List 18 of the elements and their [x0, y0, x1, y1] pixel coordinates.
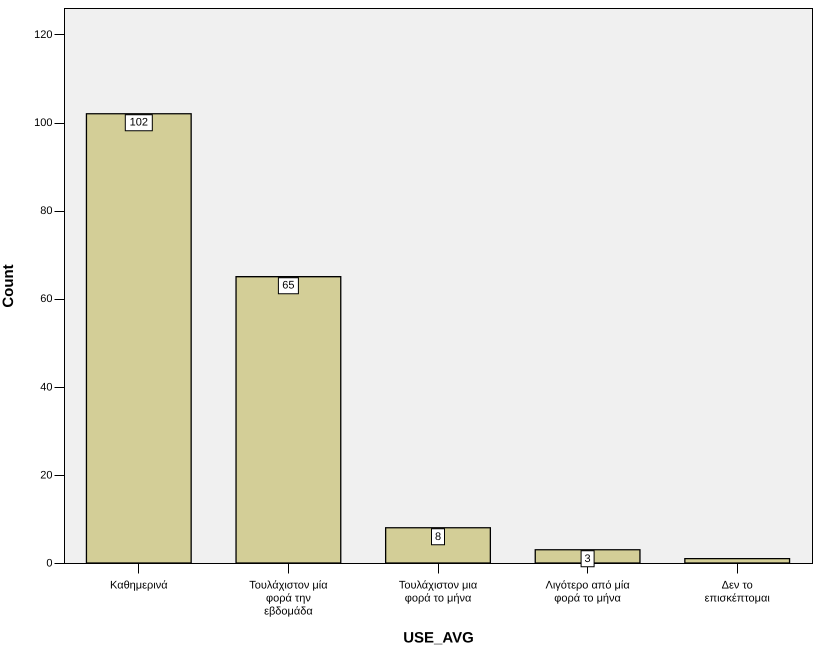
x-tick-label: Τουλάχιστον μια φορά το μήνα: [398, 580, 478, 604]
y-tick-label: 60: [40, 293, 52, 306]
data-label: 65: [282, 280, 295, 292]
y-tick-label: 20: [40, 469, 52, 482]
x-tick-label: Λιγότερο από μία φορά το μήνα: [546, 580, 630, 604]
x-tick-label: Καθημερινά: [110, 580, 168, 592]
data-label: 102: [130, 116, 148, 129]
y-tick-label: 0: [46, 558, 52, 570]
y-axis-title: Count: [0, 264, 18, 308]
y-tick-label: 80: [40, 205, 52, 218]
x-axis-title: USE_AVG: [403, 630, 474, 646]
y-tick-label: 40: [40, 381, 52, 394]
data-label: 3: [584, 552, 591, 565]
data-label: 8: [434, 530, 442, 543]
x-tick-label: Τουλάχιστον μία φορά την εβδομάδα: [249, 580, 328, 618]
x-tick-label: Δεν το επισκέπτομαι: [704, 580, 770, 604]
y-tick-label: 120: [34, 28, 52, 41]
y-tick-label: 100: [34, 117, 52, 130]
